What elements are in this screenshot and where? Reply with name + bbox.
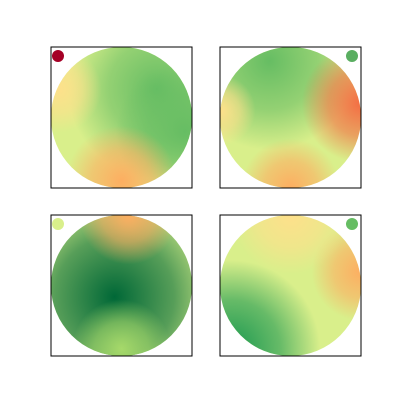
marker-dot	[346, 50, 358, 62]
axes-frame	[50, 214, 193, 357]
axes-frame	[219, 46, 362, 189]
marker-dot	[346, 218, 358, 230]
subplot	[50, 46, 193, 189]
subplot	[219, 46, 362, 189]
heatmap-blob	[51, 47, 102, 133]
subplot	[50, 214, 193, 357]
heatmap-blob	[231, 215, 350, 275]
heatmap	[51, 47, 192, 188]
axes-frame	[50, 46, 193, 189]
heatmap	[220, 47, 361, 188]
heatmap-blob	[72, 299, 171, 356]
heatmap	[51, 215, 192, 356]
axes-frame	[219, 214, 362, 357]
heatmap-blob	[66, 125, 177, 188]
heatmap-blob	[79, 215, 178, 265]
marker-dot	[52, 218, 64, 230]
marker-dot	[52, 50, 64, 62]
heatmap-blob	[301, 47, 361, 163]
